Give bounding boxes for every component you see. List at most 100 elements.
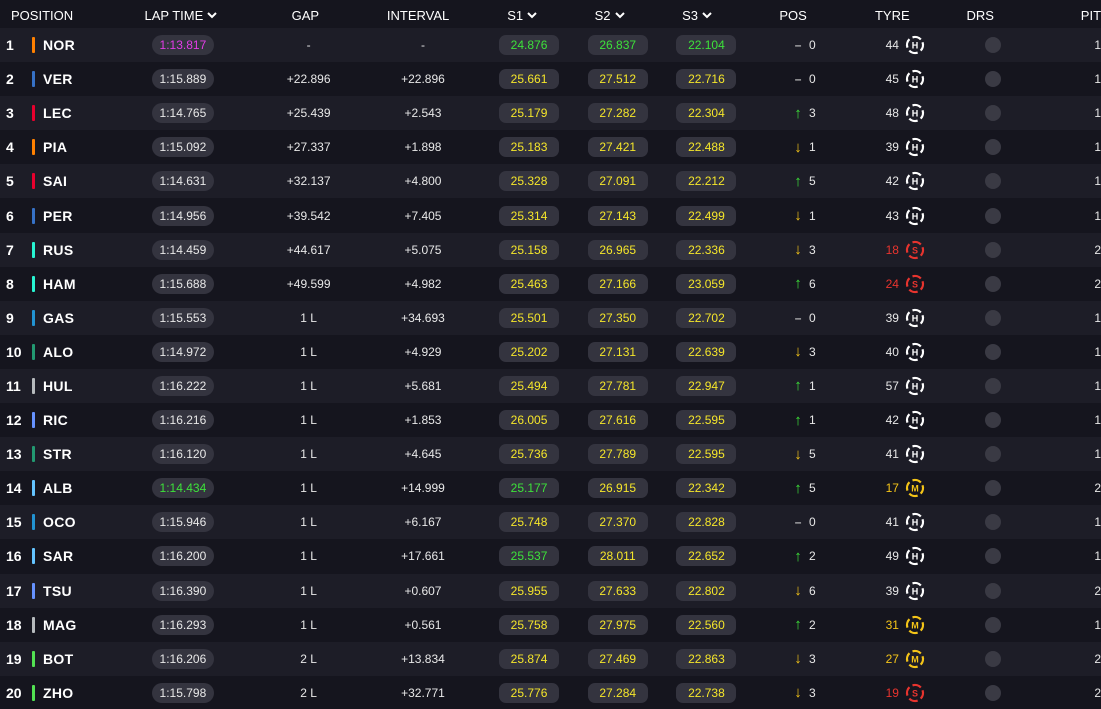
table-row[interactable]: 5 SAI 1:14.631 +32.137 +4.800 25.328 27.… bbox=[0, 164, 1101, 199]
table-row[interactable]: 20 ZHO 1:15.798 2 L +32.771 25.776 27.28… bbox=[0, 675, 1101, 709]
team-color-bar bbox=[32, 684, 35, 701]
header-pos[interactable]: POS bbox=[741, 8, 845, 23]
table-row[interactable]: 3 LEC 1:14.765 +25.439 +2.543 25.179 27.… bbox=[0, 96, 1101, 131]
table-row[interactable]: 11 HUL 1:16.222 1 L +5.681 25.494 27.781… bbox=[0, 368, 1101, 404]
tyre-compound-letter: H bbox=[912, 416, 919, 426]
header-s3[interactable]: S3 bbox=[654, 8, 741, 23]
table-row[interactable]: 1 NOR 1:13.817 - - 24.876 26.837 22.104 … bbox=[0, 28, 1101, 63]
sector-1-time: 25.328 bbox=[499, 171, 560, 192]
position-change-cell: ↑ 1 bbox=[751, 413, 856, 428]
position-cell: 17 TSU bbox=[0, 582, 110, 599]
header-tyre[interactable]: TYRE bbox=[845, 8, 940, 23]
table-row[interactable]: 12 RIC 1:16.216 1 L +1.853 26.005 27.616… bbox=[0, 403, 1101, 438]
tyre-compound-letter: H bbox=[912, 518, 919, 528]
tyre-compound-icon: M bbox=[905, 479, 925, 498]
table-row[interactable]: 9 GAS 1:15.553 1 L +34.693 25.501 27.350… bbox=[0, 300, 1101, 335]
drs-cell bbox=[952, 582, 1034, 599]
pit-stops: 2 bbox=[1094, 651, 1101, 666]
position-change-cell: ↑ 6 bbox=[751, 276, 856, 291]
gap: - bbox=[306, 38, 311, 53]
tyre-compound-icon: S bbox=[905, 683, 925, 702]
drs-indicator bbox=[985, 275, 1002, 292]
table-row[interactable]: 14 ALB 1:14.434 1 L +14.999 25.177 26.91… bbox=[0, 471, 1101, 506]
driver-code: ZHO bbox=[43, 684, 74, 701]
tyre-laps: 44 bbox=[885, 38, 899, 53]
sector-1-cell: 25.158 bbox=[485, 239, 574, 260]
sector-3-cell: 22.828 bbox=[662, 512, 751, 533]
drs-indicator bbox=[985, 207, 1002, 224]
position-change-cell: ↓ 1 bbox=[751, 140, 856, 155]
tyre-cell: 40 H bbox=[856, 342, 952, 362]
table-row[interactable]: 17 TSU 1:16.390 1 L +0.607 25.955 27.633… bbox=[0, 573, 1101, 608]
sector-2-time: 27.781 bbox=[587, 375, 648, 396]
pit-stops: 1 bbox=[1094, 447, 1101, 462]
header-s1[interactable]: S1 bbox=[479, 8, 566, 23]
sector-1-cell: 25.183 bbox=[485, 137, 574, 158]
header-tyre-label: TYRE bbox=[874, 7, 910, 23]
position-change: 3 bbox=[809, 685, 816, 700]
table-row[interactable]: 19 BOT 1:16.206 2 L +13.834 25.874 27.46… bbox=[0, 641, 1101, 676]
position-cell: 2 VER bbox=[0, 71, 110, 88]
sector-2-time: 27.284 bbox=[587, 682, 648, 703]
header-s2[interactable]: S2 bbox=[566, 8, 653, 23]
header-drs[interactable]: DRS bbox=[940, 8, 1021, 23]
sector-1-time: 25.874 bbox=[499, 648, 560, 669]
sector-2-cell: 27.282 bbox=[573, 103, 662, 124]
table-row[interactable]: 4 PIA 1:15.092 +27.337 +1.898 25.183 27.… bbox=[0, 130, 1101, 165]
team-color-bar bbox=[32, 105, 35, 122]
lap-time-cell: 1:15.798 bbox=[110, 682, 256, 703]
table-row[interactable]: 2 VER 1:15.889 +22.896 +22.896 25.661 27… bbox=[0, 62, 1101, 97]
table-row[interactable]: 16 SAR 1:16.200 1 L +17.661 25.537 28.01… bbox=[0, 539, 1101, 574]
drs-indicator bbox=[985, 105, 1002, 122]
sector-3-time: 22.947 bbox=[676, 375, 737, 396]
sector-2-cell: 27.143 bbox=[573, 205, 662, 226]
team-color-bar bbox=[32, 480, 35, 497]
sector-2-time: 27.350 bbox=[587, 307, 648, 328]
lap-time-cell: 1:14.765 bbox=[110, 103, 256, 124]
table-row[interactable]: 13 STR 1:16.120 1 L +4.645 25.736 27.789… bbox=[0, 437, 1101, 472]
sector-3-cell: 22.738 bbox=[662, 682, 751, 703]
pit-stops: 1 bbox=[1094, 106, 1101, 121]
position-number: 14 bbox=[6, 480, 22, 497]
header-interval[interactable]: INTERVAL bbox=[357, 8, 479, 23]
table-row[interactable]: 10 ALO 1:14.972 1 L +4.929 25.202 27.131… bbox=[0, 334, 1101, 369]
gap: 1 L bbox=[300, 481, 317, 496]
drs-cell bbox=[952, 139, 1034, 156]
table-row[interactable]: 15 OCO 1:15.946 1 L +6.167 25.748 27.370… bbox=[0, 505, 1101, 540]
header-gap[interactable]: GAP bbox=[254, 8, 358, 23]
sector-1-time: 25.955 bbox=[499, 580, 560, 601]
driver-code: STR bbox=[43, 446, 72, 463]
arrow-up-icon: ↑ bbox=[794, 275, 802, 293]
header-position[interactable]: POSITION bbox=[0, 8, 109, 23]
table-row[interactable]: 6 PER 1:14.956 +39.542 +7.405 25.314 27.… bbox=[0, 198, 1101, 233]
position-cell: 6 PER bbox=[0, 207, 110, 224]
tyre-laps: 48 bbox=[885, 106, 899, 121]
lap-time-cell: 1:14.459 bbox=[110, 239, 256, 260]
position-change: 3 bbox=[809, 106, 816, 121]
gap: 1 L bbox=[300, 617, 317, 632]
tyre-laps: 39 bbox=[885, 140, 899, 155]
table-row[interactable]: 18 MAG 1:16.293 1 L +0.561 25.758 27.975… bbox=[0, 607, 1101, 642]
pit-stops: 1 bbox=[1094, 140, 1101, 155]
sector-2-cell: 27.789 bbox=[573, 444, 662, 465]
gap: +25.439 bbox=[286, 106, 331, 121]
header-pit[interactable]: PIT bbox=[1021, 8, 1101, 23]
arrow-down-icon: ↓ bbox=[794, 241, 802, 259]
gap: 1 L bbox=[300, 447, 317, 462]
table-row[interactable]: 8 HAM 1:15.688 +49.599 +4.982 25.463 27.… bbox=[0, 266, 1101, 301]
sector-2-time: 27.143 bbox=[587, 205, 648, 226]
lap-time: 1:14.631 bbox=[151, 171, 215, 192]
driver-code: GAS bbox=[43, 309, 75, 326]
position-change: 1 bbox=[809, 140, 816, 155]
table-row[interactable]: 7 RUS 1:14.459 +44.617 +5.075 25.158 26.… bbox=[0, 232, 1101, 267]
sector-3-cell: 22.212 bbox=[662, 171, 751, 192]
tyre-cell: 24 S bbox=[856, 274, 952, 294]
position-cell: 5 SAI bbox=[0, 173, 110, 190]
sector-2-time: 27.421 bbox=[587, 137, 648, 158]
sector-1-time: 25.736 bbox=[499, 444, 560, 465]
position-number: 6 bbox=[6, 207, 14, 224]
drs-cell bbox=[952, 37, 1034, 54]
lap-time-cell: 1:16.206 bbox=[110, 648, 256, 669]
position-change: 3 bbox=[809, 651, 816, 666]
header-lap-time[interactable]: LAP TIME bbox=[109, 8, 253, 23]
